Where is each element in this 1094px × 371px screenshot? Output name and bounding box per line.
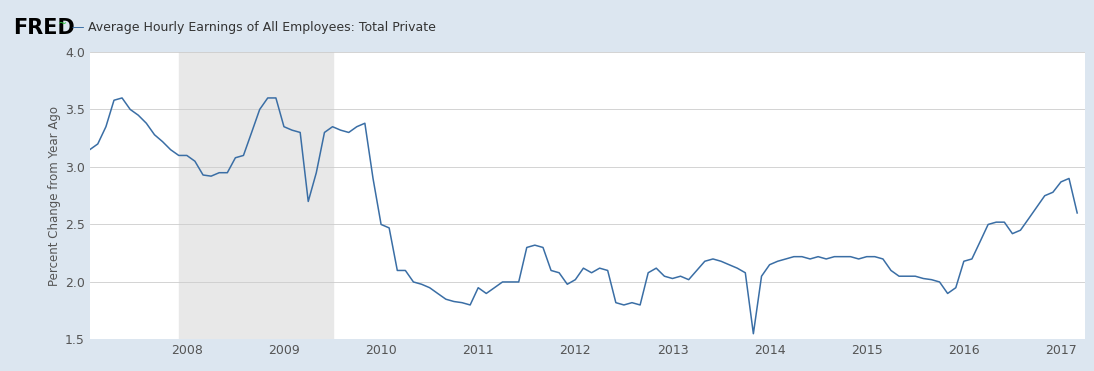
Text: ~: ~ (58, 19, 67, 29)
Text: Average Hourly Earnings of All Employees: Total Private: Average Hourly Earnings of All Employees… (88, 21, 435, 34)
Text: FRED: FRED (13, 17, 74, 37)
Bar (178, 52, 333, 339)
Text: —: — (71, 21, 83, 34)
Y-axis label: Percent Change from Year Ago: Percent Change from Year Ago (48, 106, 61, 286)
